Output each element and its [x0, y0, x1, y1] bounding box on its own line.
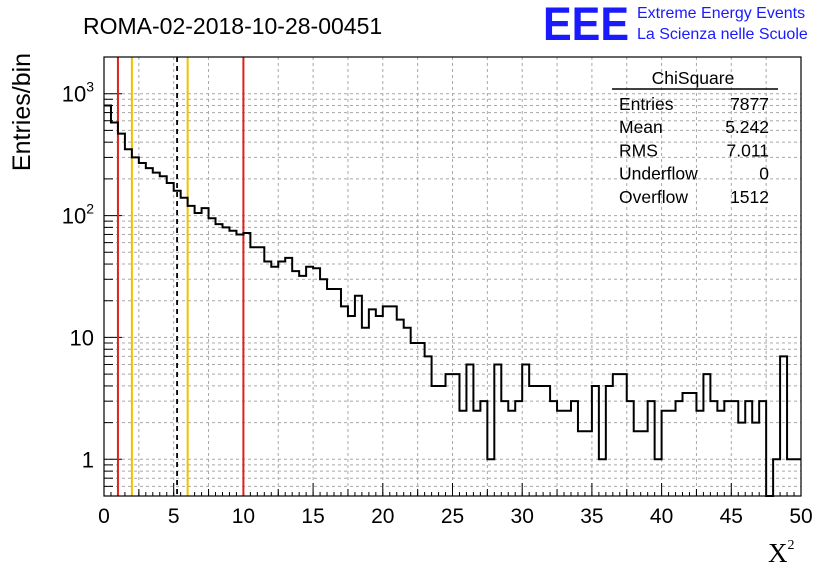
- stats-row-value: 7877: [730, 94, 769, 114]
- axis-ticks: [103, 56, 802, 497]
- y-tick-label: 10: [70, 325, 94, 350]
- chart-title: ROMA-02-2018-10-28-00451: [83, 13, 382, 39]
- stats-row-label: Entries: [619, 94, 674, 114]
- x-tick-label: 40: [650, 505, 673, 528]
- brand-line-2: La Scienza nelle Scuole: [637, 26, 808, 43]
- brand-line-1: Extreme Energy Events: [637, 5, 805, 22]
- x-tick-label: 15: [301, 505, 324, 528]
- eee-logo: EEE: [543, 0, 629, 50]
- y-tick-label: 103: [62, 79, 94, 107]
- plot-frame: [103, 56, 802, 497]
- reference-lines: [116, 57, 245, 496]
- histogram-line: [104, 104, 801, 497]
- x-tick-label: 50: [789, 505, 812, 528]
- y-tick-label: 102: [62, 201, 94, 229]
- stats-row-value: 5.242: [725, 117, 769, 137]
- stats-row-label: RMS: [619, 140, 658, 160]
- x-tick-label: 25: [441, 505, 464, 528]
- stats-row-label: Overflow: [619, 187, 688, 207]
- tick-labels: 0 5 10 15 20 25 30 35 40 45 50 1 10 102 103: [62, 79, 813, 528]
- stats-row-value: 0: [759, 164, 769, 184]
- stats-row-value: 1512: [730, 187, 769, 207]
- grid-lines: [104, 57, 801, 496]
- y-tick-label: 1: [82, 447, 94, 472]
- x-tick-label: 20: [371, 505, 394, 528]
- x-tick-label: 10: [232, 505, 255, 528]
- stats-row-label: Mean: [619, 117, 663, 137]
- stats-row-value: 7.011: [727, 140, 770, 160]
- stats-row-label: Underflow: [619, 164, 698, 184]
- x-axis-label: X2: [768, 538, 795, 568]
- y-axis-label: Entries/bin: [8, 53, 36, 171]
- x-tick-label: 5: [168, 505, 180, 528]
- x-tick-label: 0: [98, 505, 110, 528]
- stats-title: ChiSquare: [652, 68, 735, 88]
- stats-box: ChiSquare Entries 7877 Mean 5.242 RMS 7.011 Un…: [612, 68, 778, 207]
- x-tick-label: 45: [720, 505, 743, 528]
- x-tick-label: 35: [580, 505, 603, 528]
- x-tick-label: 30: [511, 505, 534, 528]
